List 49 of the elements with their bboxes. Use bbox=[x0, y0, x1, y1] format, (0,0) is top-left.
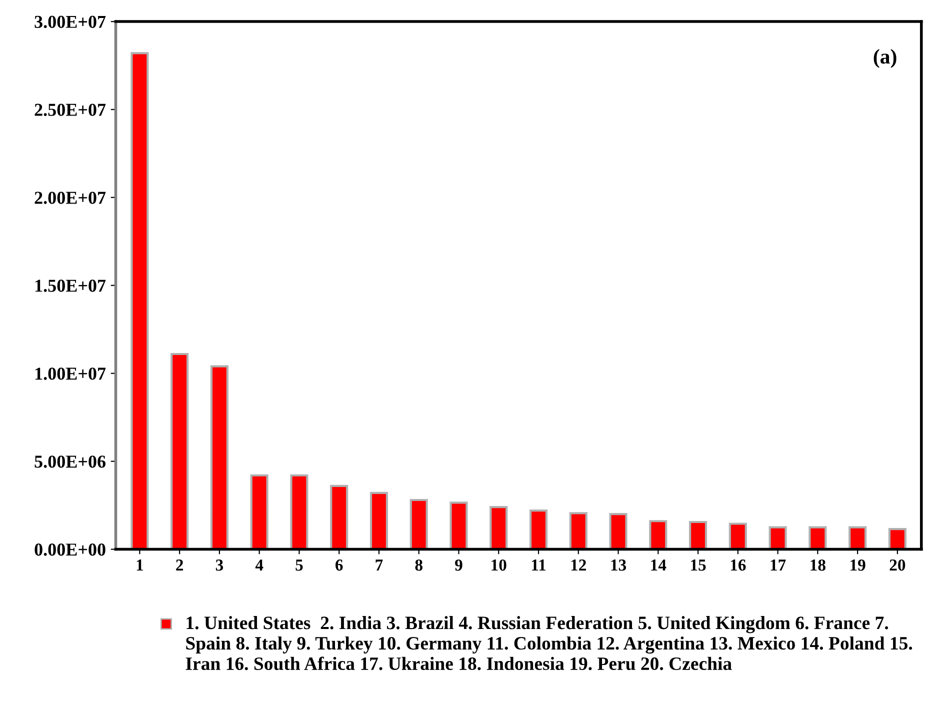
bar bbox=[768, 526, 787, 550]
x-tick-label: 6 bbox=[335, 560, 343, 571]
bar bbox=[130, 52, 149, 550]
x-tick-label: 11 bbox=[532, 560, 546, 571]
bar bbox=[330, 484, 348, 550]
annotation: (a) bbox=[874, 49, 896, 68]
x-tick-label: 4 bbox=[255, 560, 264, 571]
x-tick-label: 13 bbox=[611, 560, 626, 571]
bar bbox=[250, 474, 268, 550]
bar bbox=[290, 474, 308, 550]
y-tick-label: 2.50E+07 bbox=[34, 104, 106, 116]
x-tick-label: 18 bbox=[810, 559, 826, 571]
x-tick-label: 14 bbox=[651, 560, 666, 571]
x-tick-label: 1 bbox=[136, 560, 143, 571]
bar bbox=[728, 522, 747, 550]
bar bbox=[450, 502, 468, 550]
x-tick-label: 2 bbox=[176, 560, 184, 571]
y-tick-label: 3.00E+07 bbox=[34, 16, 106, 28]
bar bbox=[888, 528, 906, 550]
bar bbox=[370, 492, 388, 550]
bar bbox=[170, 352, 189, 550]
y-tick-label: 5.00E+06 bbox=[34, 456, 106, 468]
y-tick-label: 2.00E+07 bbox=[34, 192, 106, 204]
y-tick-label: 1.00E+07 bbox=[35, 368, 106, 380]
bar bbox=[808, 526, 827, 550]
x-tick-label: 3 bbox=[216, 560, 224, 571]
bar bbox=[569, 512, 588, 550]
bar bbox=[410, 498, 428, 550]
x-tick-label: 7 bbox=[376, 560, 383, 571]
x-tick-label: 20 bbox=[890, 559, 906, 571]
bar bbox=[210, 365, 228, 550]
bar bbox=[649, 520, 668, 550]
x-tick-label: 17 bbox=[770, 560, 786, 571]
y-tick-label: 1.50E+07 bbox=[35, 280, 106, 292]
x-tick-label: 19 bbox=[850, 560, 866, 571]
bar bbox=[609, 513, 628, 550]
bar bbox=[529, 510, 548, 550]
x-tick-label: 9 bbox=[455, 560, 462, 571]
bar bbox=[689, 520, 708, 550]
x-tick-label: 10 bbox=[492, 559, 506, 571]
x-tick-label: 16 bbox=[730, 560, 746, 571]
bar bbox=[490, 506, 508, 550]
legend-label: 1. United States 2. India 3. Brazil 4. Russian Federation 5. United Kingdom 6. France 7. Spain 8. Italy 9. Turkey 10. Germany 11. Colombia 12. Argentina 13. Mexico 14. Poland 15. Iran 16. South Africa 17. Ukraine 18. Indonesia 19. Peru 20. Czechia bbox=[186, 616, 912, 670]
x-tick-label: 15 bbox=[691, 560, 706, 571]
bar bbox=[848, 526, 867, 550]
y-tick-label: 0.00E+00 bbox=[34, 544, 106, 556]
x-tick-label: 12 bbox=[571, 560, 586, 571]
x-tick-label: 8 bbox=[415, 559, 422, 571]
x-tick-label: 5 bbox=[296, 560, 303, 571]
